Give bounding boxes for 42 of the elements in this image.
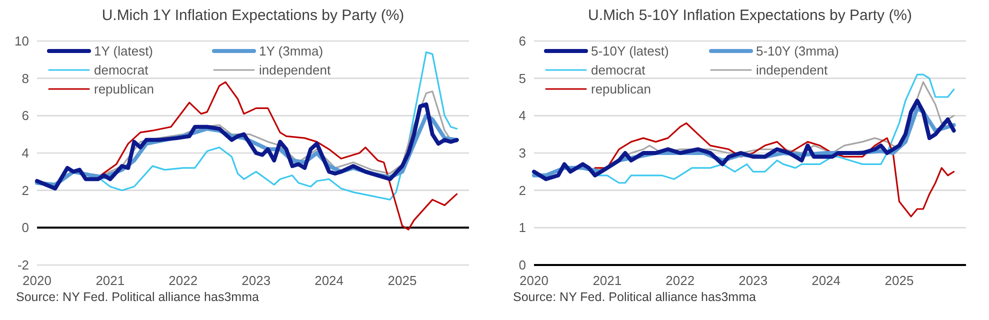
legend-label: 1Y (3mma) (259, 44, 324, 59)
legend-label: democrat (94, 62, 149, 78)
y-tick-label: 1 (518, 220, 526, 236)
x-tick-label: 2023 (242, 273, 271, 288)
legend-label: republican (94, 82, 154, 97)
legend-label: 5-10Y (3mma) (756, 44, 839, 59)
y-tick-label: 10 (14, 34, 29, 49)
line-series (594, 122, 955, 218)
x-tick-label: 2023 (738, 273, 768, 288)
legend-label: 5-10Y (latest) (591, 44, 669, 59)
x-tick-label: 2025 (884, 273, 914, 288)
x-tick-label: 2025 (388, 273, 417, 288)
chart-title: U.Mich 1Y Inflation Expectations by Party (%) (102, 7, 404, 24)
y-tick-label: 6 (518, 34, 526, 49)
chart-title: U.Mich 5-10Y Inflation Expectations by Party (%) (588, 7, 912, 24)
y-tick-label: 3 (518, 146, 526, 161)
x-tick-label: 2024 (314, 273, 344, 288)
y-tick-label: 5 (518, 70, 526, 86)
x-tick-label: 2021 (592, 273, 622, 288)
x-tick-label: 2024 (812, 273, 841, 288)
y-tick-label: 4 (518, 108, 526, 124)
x-tick-label: 2022 (666, 273, 695, 288)
legend-label: democrat (591, 62, 646, 78)
y-tick-label: 0 (518, 258, 526, 273)
y-tick-label: 2 (518, 182, 526, 198)
y-tick-label: 4 (22, 146, 29, 161)
y-tick-label: 2 (22, 182, 29, 198)
legend-label: 1Y (latest) (94, 44, 154, 59)
x-tick-label: 2020 (520, 273, 548, 288)
line-series (35, 102, 459, 190)
legend-label: independent (259, 62, 331, 78)
x-tick-label: 2021 (96, 273, 125, 288)
x-tick-label: 2020 (22, 273, 52, 288)
y-tick-label: 6 (22, 108, 29, 124)
y-tick-label: 0 (22, 220, 29, 236)
legend-label: republican (591, 82, 651, 97)
source-note: Source: NY Fed. Political alliance has3mma (16, 290, 259, 304)
y-tick-label: 8 (22, 70, 29, 86)
x-tick-label: 2022 (168, 273, 198, 288)
source-note: Source: NY Fed. Political alliance has3mma (513, 290, 756, 304)
y-tick-label: -2 (17, 258, 29, 273)
legend-label: independent (756, 62, 828, 78)
